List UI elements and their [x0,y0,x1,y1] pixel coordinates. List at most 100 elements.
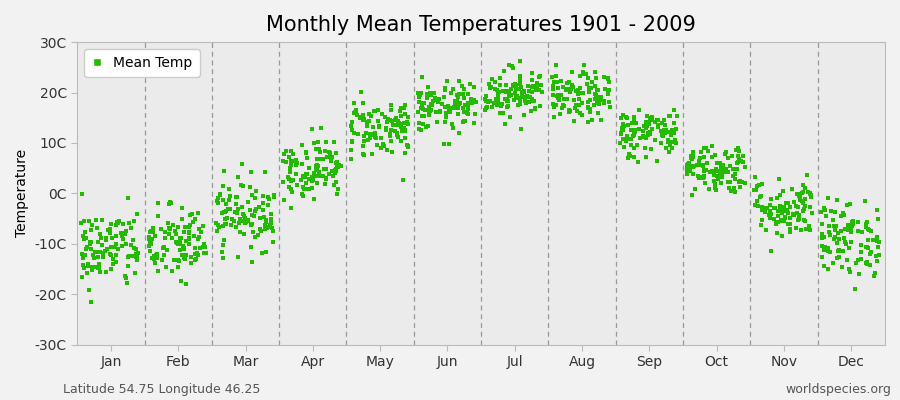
Point [345,118,359,125]
Point [104,252,119,258]
Point [438,118,453,125]
Point [698,180,712,186]
Point [364,131,378,137]
Text: Latitude 54.75 Longitude 46.25: Latitude 54.75 Longitude 46.25 [63,383,260,396]
Point [762,202,777,208]
Point [624,136,638,142]
Point [846,220,860,227]
Point [283,165,297,171]
Point [222,192,237,199]
Point [360,119,374,126]
Point [530,83,544,89]
Point [496,110,510,116]
Point [616,126,630,133]
Point [764,248,778,254]
Point [616,144,631,150]
Point [92,261,106,267]
Point [243,184,257,190]
Point [560,80,574,86]
Point [91,254,105,260]
Point [410,109,425,115]
Point [430,97,445,103]
Point [310,156,324,162]
Point [276,196,291,203]
Point [706,168,720,174]
Point [163,199,177,205]
Point [229,224,243,230]
Point [548,72,562,79]
Point [174,235,188,242]
Point [554,78,568,84]
Point [431,96,446,103]
Point [639,123,653,129]
Point [84,239,98,245]
Point [209,220,223,226]
Point [797,217,812,224]
Point [285,176,300,183]
Point [508,89,522,96]
Point [636,134,651,140]
Point [790,190,805,197]
Point [423,100,437,107]
Point [229,209,243,215]
Point [585,79,599,86]
Point [189,256,203,263]
Point [803,190,817,196]
Point [843,268,858,275]
Point [705,153,719,160]
Point [549,93,563,100]
Point [861,227,876,234]
Point [686,170,700,177]
Point [467,84,482,90]
Point [75,251,89,257]
Point [245,192,259,198]
Point [426,98,440,104]
Point [369,135,383,142]
Point [230,254,245,260]
Point [224,222,238,228]
Point [378,114,392,120]
Point [112,218,127,224]
Point [372,124,386,130]
Point [503,114,517,120]
Point [163,226,177,232]
Point [99,269,113,275]
Point [637,145,652,152]
Point [871,244,886,250]
Point [834,213,849,219]
Point [356,152,371,158]
Point [557,102,572,109]
Point [422,104,436,110]
Point [710,168,724,174]
Point [491,88,506,95]
Point [775,210,789,216]
Point [329,150,344,156]
Point [693,174,707,180]
Point [212,224,226,230]
Point [234,182,248,188]
Point [613,130,627,137]
Point [392,120,407,126]
Point [703,169,717,175]
Point [192,226,206,233]
Point [446,121,460,127]
Point [832,247,846,254]
Point [754,192,769,199]
Point [638,123,652,130]
Point [461,106,475,113]
Point [143,248,157,255]
Text: worldspecies.org: worldspecies.org [785,383,891,396]
Point [220,221,234,227]
Point [663,142,678,148]
Point [566,84,580,90]
Point [665,139,680,145]
Point [495,100,509,107]
Point [628,129,643,135]
Point [478,96,492,102]
Point [827,222,842,229]
Point [797,206,812,212]
Point [632,126,646,132]
Point [791,204,806,210]
Point [116,230,130,236]
Point [598,86,612,92]
